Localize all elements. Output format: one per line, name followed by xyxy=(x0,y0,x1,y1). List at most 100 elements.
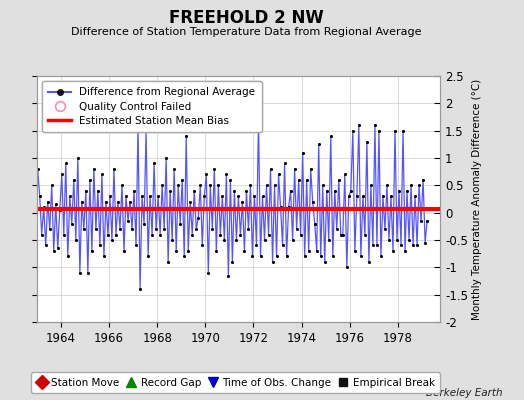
Point xyxy=(176,220,184,227)
Point xyxy=(407,182,415,188)
Point xyxy=(184,248,192,254)
Point xyxy=(419,177,427,183)
Point xyxy=(210,166,219,172)
Point xyxy=(218,193,226,200)
Point xyxy=(58,171,66,178)
Point xyxy=(46,226,54,232)
Point xyxy=(196,182,204,188)
Point xyxy=(264,231,272,238)
Point xyxy=(202,171,211,178)
Point xyxy=(413,242,421,249)
Point xyxy=(116,226,124,232)
Point xyxy=(92,226,100,232)
Point xyxy=(170,166,178,172)
Point xyxy=(194,215,202,221)
Point xyxy=(41,242,50,249)
Point xyxy=(144,253,152,260)
Point xyxy=(208,226,216,232)
Point xyxy=(112,231,120,238)
Point xyxy=(86,177,94,183)
Point xyxy=(371,122,379,128)
Point xyxy=(150,160,158,167)
Point xyxy=(411,193,419,200)
Point xyxy=(417,218,425,224)
Point xyxy=(263,182,271,188)
Point xyxy=(359,193,367,200)
Point xyxy=(78,198,86,205)
Point xyxy=(158,182,166,188)
Point xyxy=(140,220,148,227)
Point xyxy=(275,171,283,178)
Point xyxy=(154,193,162,200)
Point xyxy=(90,166,98,172)
Point xyxy=(326,133,335,139)
Point xyxy=(300,253,309,260)
Point xyxy=(333,226,341,232)
Point xyxy=(75,270,84,276)
Point xyxy=(403,188,411,194)
Point xyxy=(212,248,221,254)
Point xyxy=(324,237,333,243)
Point xyxy=(288,237,297,243)
Point xyxy=(142,128,150,134)
Point xyxy=(314,141,323,148)
Point xyxy=(186,198,194,205)
Point xyxy=(312,248,321,254)
Point xyxy=(379,193,387,200)
Point xyxy=(302,177,311,183)
Point xyxy=(72,237,80,243)
Point xyxy=(120,248,128,254)
Point xyxy=(375,128,383,134)
Point xyxy=(172,248,180,254)
Point xyxy=(415,182,423,188)
Point xyxy=(347,188,355,194)
Point xyxy=(206,182,214,188)
Point xyxy=(43,198,52,205)
Point xyxy=(192,226,201,232)
Point xyxy=(39,204,48,210)
Point xyxy=(399,128,407,134)
Point xyxy=(307,166,315,172)
Point xyxy=(401,248,409,254)
Point xyxy=(164,259,172,265)
Point xyxy=(357,253,365,260)
Point xyxy=(74,155,82,161)
Point xyxy=(329,253,337,260)
Point xyxy=(214,182,223,188)
Point xyxy=(391,128,399,134)
Point xyxy=(353,193,361,200)
Point xyxy=(280,160,289,167)
Point xyxy=(365,259,373,265)
Point xyxy=(128,226,136,232)
Point xyxy=(224,272,233,279)
Point xyxy=(331,188,339,194)
Point xyxy=(297,231,305,238)
Point xyxy=(63,253,72,260)
Point xyxy=(118,182,126,188)
Point xyxy=(68,220,76,227)
Point xyxy=(84,270,92,276)
Point xyxy=(100,253,108,260)
Point xyxy=(292,226,301,232)
Point xyxy=(88,248,96,254)
Point xyxy=(236,231,245,238)
Point xyxy=(228,259,237,265)
Point xyxy=(278,242,287,249)
Point xyxy=(232,237,241,243)
Point xyxy=(361,231,369,238)
Point xyxy=(34,166,42,172)
Point xyxy=(108,237,116,243)
Point xyxy=(160,226,168,232)
Point xyxy=(198,242,206,249)
Point xyxy=(66,193,74,200)
Point xyxy=(132,242,140,249)
Point xyxy=(383,182,391,188)
Point xyxy=(377,253,385,260)
Point xyxy=(268,259,277,265)
Text: FREEHOLD 2 NW: FREEHOLD 2 NW xyxy=(169,9,324,27)
Point xyxy=(122,193,130,200)
Point xyxy=(294,177,303,183)
Point xyxy=(397,242,405,249)
Point xyxy=(381,226,389,232)
Legend: Station Move, Record Gap, Time of Obs. Change, Empirical Break: Station Move, Record Gap, Time of Obs. C… xyxy=(31,372,440,393)
